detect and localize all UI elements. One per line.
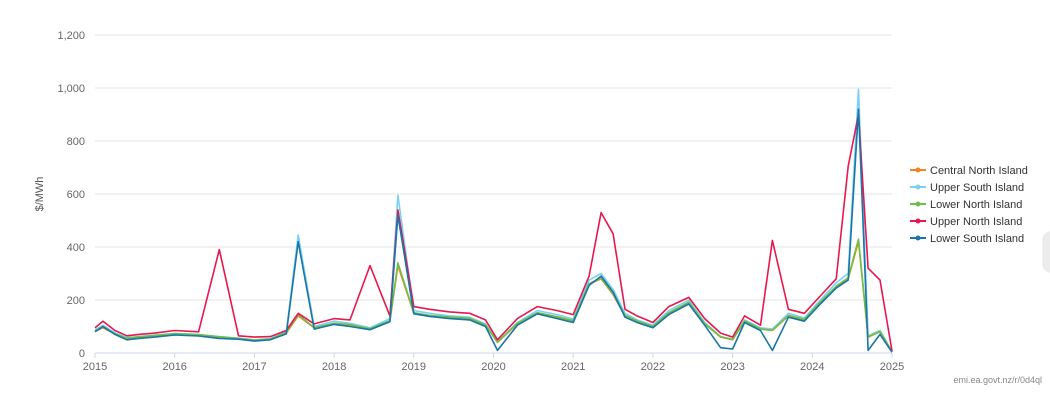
gridlines (95, 34, 892, 354)
y-tick-label: 1,200 (57, 30, 85, 42)
x-tick-label: 2017 (242, 361, 266, 373)
legend-label: Lower South Island (930, 233, 1024, 245)
y-tick-label: 1,000 (57, 83, 85, 95)
x-tick-label: 2019 (402, 361, 426, 373)
legend-marker (915, 218, 921, 224)
y-tick-label: 400 (67, 242, 85, 254)
y-tick-label: 0 (79, 348, 85, 360)
legend-item-lower-south-island[interactable]: Lower South Island (910, 233, 1024, 245)
legend-label: Upper North Island (930, 216, 1022, 228)
legend-label: Lower North Island (930, 199, 1022, 211)
legend-marker (915, 167, 921, 173)
legend-item-upper-north-island[interactable]: Upper North Island (910, 216, 1022, 228)
legend-label: Central North Island (930, 165, 1028, 177)
series-line-upper-south-island[interactable] (94, 88, 893, 352)
axes: $/MWh 0 200 400 600 800 1,000 1,200 2015 2016 201… (34, 30, 904, 373)
side-panel-handle[interactable] (1044, 232, 1050, 272)
legend-marker (915, 184, 921, 190)
legend-label: Upper South Island (930, 182, 1024, 194)
series-line-upper-north-island[interactable] (94, 113, 893, 352)
y-tick-label: 600 (67, 189, 85, 201)
legend-item-lower-north-island[interactable]: Lower North Island (910, 199, 1022, 211)
source-credit[interactable]: emi.ea.govt.nz/r/0d4ql (953, 375, 1042, 385)
x-tick-label: 2025 (880, 361, 904, 373)
legend[interactable]: Central North Island Upper South Island Lo… (910, 165, 1028, 245)
series-lines (94, 88, 893, 353)
y-tick-label: 800 (67, 136, 85, 148)
x-tick-label: 2018 (322, 361, 346, 373)
series-line-lower-south-island[interactable] (94, 108, 893, 353)
legend-marker (915, 235, 921, 241)
x-tick-label: 2024 (800, 361, 824, 373)
x-tick-label: 2016 (162, 361, 186, 373)
series-line-lower-north-island[interactable] (94, 238, 893, 353)
legend-item-upper-south-island[interactable]: Upper South Island (910, 182, 1024, 194)
legend-item-central-north-island[interactable]: Central North Island (910, 165, 1028, 177)
x-tick-label: 2022 (641, 361, 665, 373)
y-tick-label: 200 (67, 295, 85, 307)
x-tick-label: 2020 (481, 361, 505, 373)
x-tick-label: 2021 (561, 361, 585, 373)
y-axis-title: $/MWh (34, 177, 46, 212)
legend-marker (915, 201, 921, 207)
x-tick-label: 2023 (720, 361, 744, 373)
x-tick-label: 2015 (83, 361, 107, 373)
